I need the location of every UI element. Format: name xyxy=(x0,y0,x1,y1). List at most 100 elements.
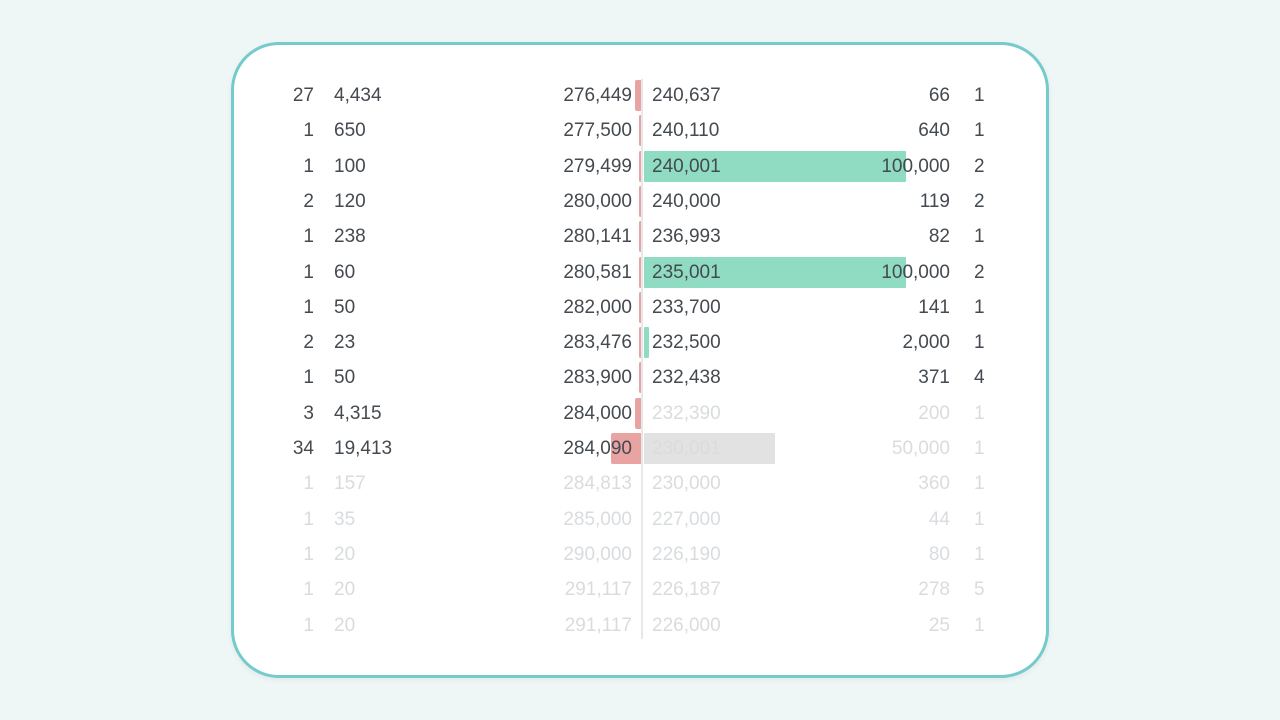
ask-order-count: 2 xyxy=(303,190,314,212)
ask-price: 291,117 xyxy=(564,614,632,636)
ask-depth-bar xyxy=(634,397,642,429)
bid-size: 278 xyxy=(918,579,950,601)
order-book-row[interactable]: 3 4,315 284,000 232,390 200 1 xyxy=(234,396,1046,431)
ask-order-count: 1 xyxy=(303,473,314,495)
ask-depth-bar xyxy=(639,327,642,359)
ask-price: 284,813 xyxy=(563,473,632,495)
ask-order-count: 1 xyxy=(303,579,314,601)
ask-price: 290,000 xyxy=(563,543,632,565)
spread-divider xyxy=(641,79,643,639)
bid-depth-bar xyxy=(644,150,906,182)
ask-size: 19,413 xyxy=(334,438,393,459)
ask-order-count: 1 xyxy=(303,367,314,389)
bid-size: 141 xyxy=(918,296,950,318)
bid-price: 232,500 xyxy=(652,332,721,354)
ask-order-count: 1 xyxy=(303,614,314,636)
order-book-row[interactable]: 1 60 280,581 235,001 100,000 2 xyxy=(234,255,1046,290)
ask-size: 23 xyxy=(334,332,356,354)
ask-size: 4,315 xyxy=(334,402,382,424)
ask-order-count: 27 xyxy=(292,85,314,106)
bid-price: 240,001 xyxy=(652,155,721,177)
ask-depth-bar xyxy=(610,433,642,464)
order-book-row[interactable]: 1 157 284,813 230,000 360 1 xyxy=(234,466,1046,501)
ask-price: 284,000 xyxy=(563,402,632,424)
bid-size: 82 xyxy=(928,226,950,248)
ask-price: 284,090 xyxy=(563,438,632,459)
order-book-panel: 27 4,434 276,449 240,637 66 1 1 650 277,500 240,1… xyxy=(231,42,1049,678)
order-book-row[interactable]: 2 23 283,476 232,500 2,000 1 xyxy=(234,325,1046,360)
ask-order-count: 1 xyxy=(303,120,314,142)
bid-price: 226,000 xyxy=(652,614,721,636)
bid-size: 100,000 xyxy=(881,155,950,177)
ask-price: 283,900 xyxy=(563,367,632,389)
order-book-row[interactable]: 27 4,434 276,449 240,637 66 1 xyxy=(234,78,1046,113)
bid-price: 240,000 xyxy=(652,190,721,212)
ask-price: 280,141 xyxy=(563,226,632,248)
bid-size: 360 xyxy=(918,473,950,495)
bid-order-count: 2 xyxy=(974,155,985,177)
order-book-row[interactable]: 2 120 280,000 240,000 119 2 xyxy=(234,184,1046,219)
bid-order-count: 1 xyxy=(974,402,985,424)
ask-depth-bar xyxy=(639,362,642,394)
ask-size: 50 xyxy=(334,296,356,318)
ask-depth-bar xyxy=(634,80,642,111)
bid-size: 44 xyxy=(928,508,950,530)
ask-price: 277,500 xyxy=(563,120,632,142)
bid-price: 232,390 xyxy=(652,402,721,424)
bid-order-count: 1 xyxy=(974,120,985,142)
order-book-row[interactable]: 1 20 291,117 226,000 25 1 xyxy=(234,608,1046,643)
bid-size: 200 xyxy=(918,402,950,424)
order-book-row[interactable]: 1 50 282,000 233,700 141 1 xyxy=(234,290,1046,325)
bid-size: 66 xyxy=(928,85,950,106)
bid-order-count: 1 xyxy=(974,543,985,565)
ask-order-count: 3 xyxy=(303,402,314,424)
ask-size: 20 xyxy=(334,614,356,636)
bid-order-count: 1 xyxy=(974,296,985,318)
ask-price: 280,581 xyxy=(563,261,632,283)
order-book-row[interactable]: 1 100 279,499 240,001 100,000 2 xyxy=(234,149,1046,184)
ask-order-count: 1 xyxy=(303,296,314,318)
bid-order-count: 1 xyxy=(974,85,985,106)
ask-depth-bar xyxy=(639,256,642,288)
order-book-row[interactable]: 1 650 277,500 240,110 640 1 xyxy=(234,113,1046,148)
ask-order-count: 1 xyxy=(303,261,314,283)
bid-price: 235,001 xyxy=(652,261,721,283)
bid-price: 240,110 xyxy=(652,120,720,142)
bid-order-count: 1 xyxy=(974,438,985,459)
ask-order-count: 1 xyxy=(303,226,314,248)
bid-price: 226,187 xyxy=(652,579,721,601)
bid-size: 50,000 xyxy=(891,438,950,459)
bid-depth-bar xyxy=(644,256,906,288)
ask-price: 280,000 xyxy=(563,190,632,212)
order-book-row[interactable]: 1 20 290,000 226,190 80 1 xyxy=(234,537,1046,572)
ask-depth-bar xyxy=(639,291,642,323)
ask-price: 282,000 xyxy=(563,296,632,318)
ask-depth-bar xyxy=(639,185,642,217)
ask-order-count: 1 xyxy=(303,155,314,177)
ask-price: 279,499 xyxy=(563,155,632,177)
bid-price: 232,438 xyxy=(652,367,721,389)
ask-size: 20 xyxy=(334,543,356,565)
order-book-row[interactable]: 1 50 283,900 232,438 371 4 xyxy=(234,360,1046,395)
bid-depth-bar xyxy=(644,327,650,359)
order-book-row[interactable]: 1 35 285,000 227,000 44 1 xyxy=(234,502,1046,537)
bid-price: 230,001 xyxy=(652,438,721,459)
bid-price: 227,000 xyxy=(652,508,721,530)
bid-size: 80 xyxy=(928,543,950,565)
ask-size: 650 xyxy=(334,120,366,142)
order-book-row[interactable]: 34 19,413 284,090 230,001 50,000 1 xyxy=(234,431,1046,466)
bid-size: 119 xyxy=(919,190,950,212)
ask-order-count: 1 xyxy=(303,543,314,565)
bid-order-count: 1 xyxy=(974,508,985,530)
ask-size: 4,434 xyxy=(334,85,382,106)
bid-size: 25 xyxy=(928,614,950,636)
bid-order-count: 1 xyxy=(974,226,985,248)
ask-price: 276,449 xyxy=(563,85,632,106)
bid-size: 2,000 xyxy=(902,332,950,354)
bid-depth-bar xyxy=(644,433,775,464)
ask-size: 120 xyxy=(334,190,366,212)
order-book-row[interactable]: 1 238 280,141 236,993 82 1 xyxy=(234,219,1046,254)
ask-depth-bar xyxy=(639,150,642,182)
ask-depth-bar xyxy=(639,221,642,253)
order-book-row[interactable]: 1 20 291,117 226,187 278 5 xyxy=(234,572,1046,607)
